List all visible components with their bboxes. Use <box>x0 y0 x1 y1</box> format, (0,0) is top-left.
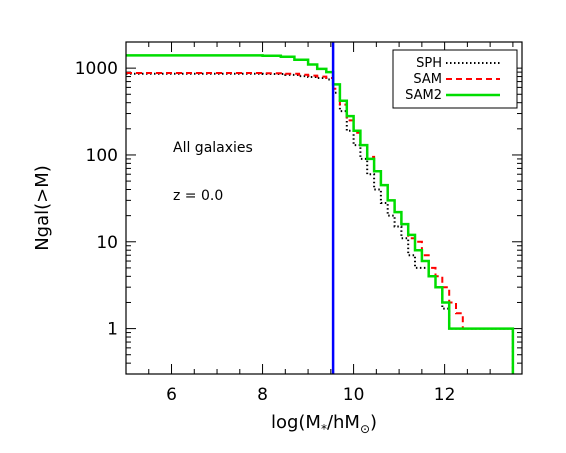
legend-label-sam2: SAM2 <box>405 88 442 103</box>
annotation-all-galaxies: All galaxies <box>173 140 253 156</box>
x-tick-label: 10 <box>343 385 365 405</box>
y-tick-labels: 1 10 100 1000 <box>75 59 118 339</box>
series-line-sam2 <box>126 54 515 374</box>
series-layer <box>126 42 515 374</box>
legend-label-sam: SAM <box>413 72 442 87</box>
legend: SPH SAM SAM2 <box>392 49 518 109</box>
x-tick-label: 12 <box>434 385 456 405</box>
y-tick-label: 10 <box>96 233 118 253</box>
plot-frame <box>125 41 523 375</box>
y-tick-label: 100 <box>86 146 118 166</box>
x-tick-label: 6 <box>166 385 177 405</box>
y-tick-label: 1000 <box>75 59 118 79</box>
x-tick-labels: 6 8 10 12 <box>166 385 455 405</box>
annotation-redshift: z = 0.0 <box>173 188 223 204</box>
legend-label-sph: SPH <box>416 56 442 71</box>
y-tick-label: 1 <box>107 320 118 340</box>
axis-ticks <box>125 41 522 375</box>
x-axis-label: log(M*/hM⊙) <box>271 412 377 436</box>
x-tick-label: 8 <box>257 385 268 405</box>
y-axis-label: Ngal(>M) <box>32 165 53 251</box>
